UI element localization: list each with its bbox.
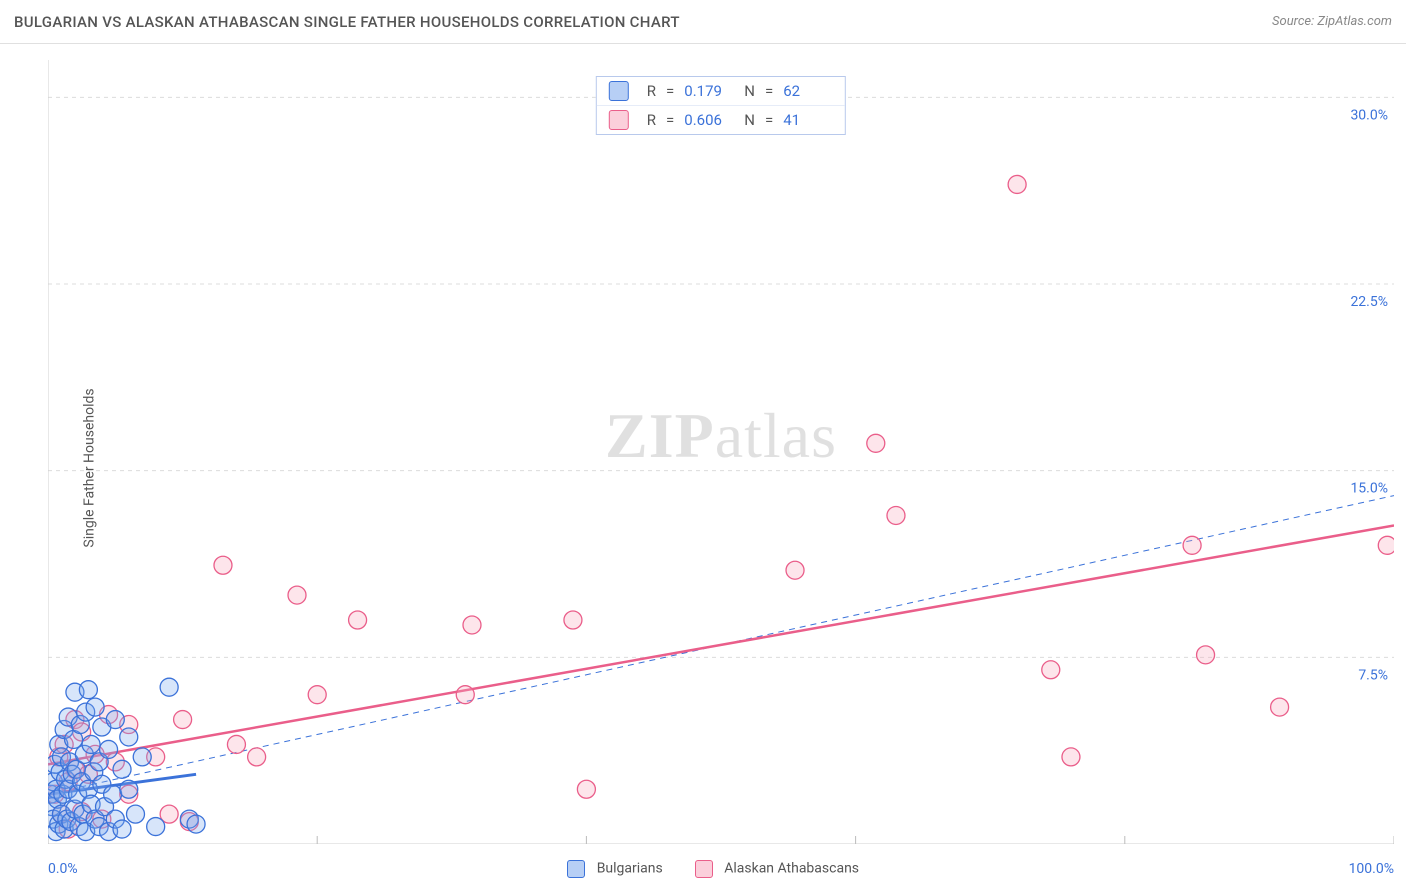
n-value: 41: [783, 111, 833, 129]
legend-item: Alaskan Athabascans: [695, 860, 859, 878]
r-value: 0.179: [684, 82, 734, 100]
r-label: R: [647, 111, 656, 129]
svg-text:7.5%: 7.5%: [1358, 667, 1388, 683]
legend-swatch: [609, 110, 629, 130]
equals-sign: =: [666, 82, 674, 100]
legend-swatch: [567, 860, 585, 878]
source-label: Source: ZipAtlas.com: [1272, 14, 1392, 29]
chart-svg: 7.5% 15.0% 22.5% 30.0%: [48, 60, 1394, 844]
x-min-label: 0.0%: [48, 861, 78, 877]
r-label: R: [647, 82, 656, 100]
chart-title: BULGARIAN VS ALASKAN ATHABASCAN SINGLE F…: [14, 13, 680, 31]
n-value: 62: [783, 82, 833, 100]
legend-label: Bulgarians: [597, 861, 663, 877]
svg-text:15.0%: 15.0%: [1350, 481, 1388, 497]
svg-text:22.5%: 22.5%: [1350, 294, 1388, 310]
legend-item: Bulgarians: [567, 860, 663, 878]
stats-legend: R = 0.179 N = 62 R = 0.606 N = 41: [596, 76, 846, 135]
series-legend: Bulgarians Alaskan Athabascans: [567, 860, 859, 878]
x-max-label: 100.0%: [1349, 861, 1394, 877]
x-axis-legend: 0.0% Bulgarians Alaskan Athabascans 100.…: [48, 852, 1394, 886]
n-label: N: [744, 82, 755, 100]
legend-swatch: [695, 860, 713, 878]
n-label: N: [744, 111, 755, 129]
svg-text:30.0%: 30.0%: [1350, 107, 1388, 123]
legend-swatch: [609, 81, 629, 101]
stats-legend-row: R = 0.179 N = 62: [597, 77, 845, 105]
equals-sign: =: [666, 111, 674, 129]
legend-label: Alaskan Athabascans: [724, 861, 859, 877]
chart-area: Single Father Households 7.5%15.0%22.5%3…: [0, 44, 1406, 892]
r-value: 0.606: [684, 111, 734, 129]
stats-legend-row: R = 0.606 N = 41: [597, 105, 845, 134]
scatter-plot: 7.5%15.0%22.5%30.0% ZIPatlas R = 0.179 N…: [48, 60, 1394, 844]
equals-sign: =: [765, 82, 773, 100]
equals-sign: =: [765, 111, 773, 129]
chart-header: BULGARIAN VS ALASKAN ATHABASCAN SINGLE F…: [0, 0, 1406, 44]
